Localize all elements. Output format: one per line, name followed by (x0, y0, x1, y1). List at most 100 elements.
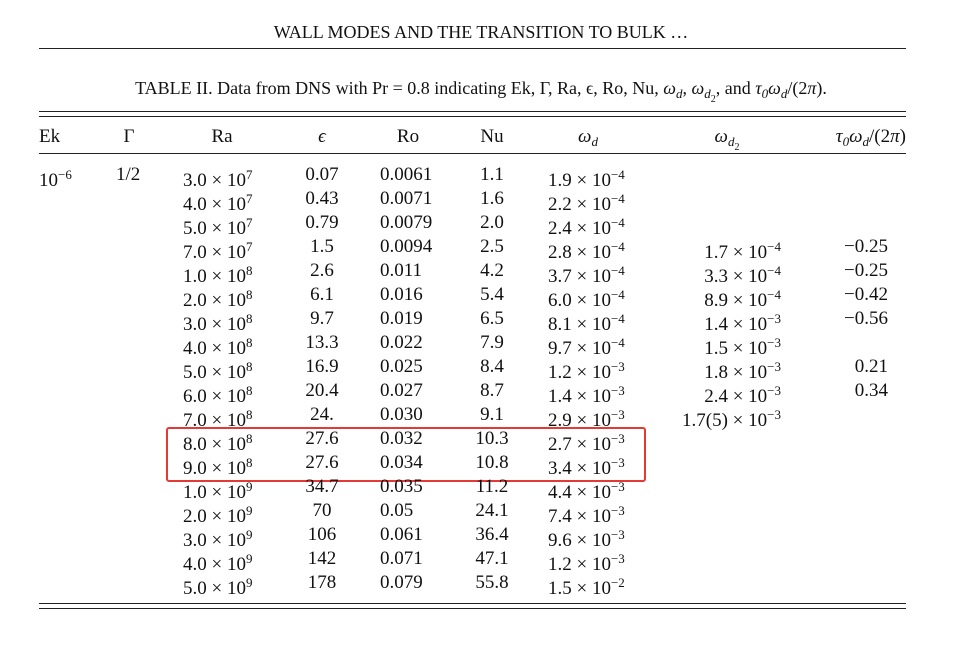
text-part: 2.0 × 10 (183, 506, 246, 527)
text-part: , and (715, 78, 756, 98)
text-part: ω (768, 78, 781, 98)
text-part: π (890, 126, 900, 147)
table-cell: 7.4 × 10−3 (548, 500, 625, 528)
text-part: 8.1 × 10 (548, 314, 611, 335)
table-cell: 1.5 × 10−3 (581, 332, 781, 360)
text-part: 9.0 × 10 (183, 458, 246, 479)
table-cell: 2.6 (310, 260, 334, 281)
text-part: 2.0 × 10 (183, 290, 246, 311)
text-part: −4 (610, 335, 625, 350)
text-part: d (727, 134, 735, 149)
text-part: 0 (842, 134, 850, 149)
text-part: 1.7(5) × 10 (682, 410, 768, 431)
text-part: 2 (710, 94, 716, 105)
table-cell: 1.2 × 10−3 (548, 548, 625, 576)
table-cell: 2.9 × 10−3 (548, 404, 625, 432)
table-cell: 36.4 (475, 524, 509, 545)
table-cell: 0.035 (380, 476, 423, 497)
text-part: −3 (610, 455, 625, 470)
table-cell: 2.0 × 108 (183, 284, 252, 312)
table-cell: 2.2 × 10−4 (548, 188, 625, 216)
rule (39, 116, 906, 117)
table-cell: 8.1 × 10−4 (548, 308, 625, 336)
column-header: ωd (488, 126, 688, 153)
text-part: ϵ (318, 126, 326, 147)
text-part: 1.9 × 10 (548, 170, 611, 191)
table-cell: 142 (307, 548, 337, 569)
table-cell: 0.011 (380, 260, 423, 281)
text-part: 9 (245, 503, 253, 518)
table-cell: 11.2 (475, 476, 509, 497)
table-cell: 9.7 (310, 308, 334, 329)
table-cell: 3.3 × 10−4 (581, 260, 781, 288)
rule (39, 608, 906, 609)
table-cell: 1/2 (116, 164, 141, 185)
table-cell: 0.0094 (380, 236, 433, 257)
table-cell: 34.7 (305, 476, 339, 497)
text-part: ω (714, 126, 728, 147)
text-part: 2.4 × 10 (704, 386, 768, 407)
text-part: /(2 (787, 78, 808, 98)
table-cell: 6.1 (310, 284, 334, 305)
text-part: 7 (245, 239, 253, 254)
table-cell: 5.4 (480, 284, 504, 305)
text-part: 2.2 × 10 (548, 194, 611, 215)
text-part: −3 (767, 311, 781, 326)
table-cell: 7.0 × 108 (183, 404, 252, 432)
text-part: −3 (610, 407, 625, 422)
text-part: 9.7 × 10 (548, 338, 611, 359)
text-part: −3 (610, 479, 625, 494)
text-part: −3 (610, 527, 625, 542)
text-part: π (807, 78, 817, 98)
text-part: 4.4 × 10 (548, 482, 611, 503)
table-cell: 0.061 (380, 524, 423, 545)
table-cell: 47.1 (475, 548, 509, 569)
text-part: 2.7 × 10 (548, 434, 611, 455)
table-cell: 8.9 × 10−4 (581, 284, 781, 312)
text-part: 8 (245, 335, 253, 350)
table-cell: 1.1 (480, 164, 504, 185)
text-part: 8 (245, 287, 253, 302)
text-part: 8 (245, 311, 253, 326)
table-cell: 7.9 (480, 332, 504, 353)
table-cell: 0.79 (305, 212, 339, 233)
table-cell: 7.0 × 107 (183, 236, 252, 264)
text-part: 9 (245, 575, 253, 590)
text-part: ). (816, 78, 827, 98)
table-cell: 3.4 × 10−3 (548, 452, 625, 480)
text-part: 10 (39, 170, 58, 191)
column-header: Ek (39, 126, 61, 147)
text-part: ω (849, 126, 863, 147)
text-part: d (704, 86, 711, 101)
text-part: 3.0 × 10 (183, 314, 246, 335)
text-part: τ (755, 78, 762, 98)
table-cell: 5.0 × 107 (183, 212, 252, 240)
text-part: −3 (767, 407, 781, 422)
table-caption: TABLE II. Data from DNS with Pr = 0.8 in… (0, 77, 962, 111)
text-part: 2.4 × 10 (548, 218, 611, 239)
text-part: τ (835, 126, 843, 147)
table-cell: 0.07 (305, 164, 339, 185)
table-cell: 27.6 (305, 452, 339, 473)
text-part: 4.0 × 10 (183, 554, 246, 575)
table-cell: 0.05 (380, 500, 414, 521)
text-part: 1.5 × 10 (704, 338, 768, 359)
text-part: 2.9 × 10 (548, 410, 611, 431)
table-cell: 10−6 (39, 164, 72, 192)
table-cell: −0.56 (844, 308, 888, 329)
text-part: 3.4 × 10 (548, 458, 611, 479)
table-cell: 6.0 × 108 (183, 380, 252, 408)
text-part: 7 (245, 167, 253, 182)
table-cell: 4.4 × 10−3 (548, 476, 625, 504)
table-cell: 1.0 × 109 (183, 476, 252, 504)
table-cell: 0.0061 (380, 164, 433, 185)
rule (39, 603, 906, 604)
text-part: 5.0 × 10 (183, 362, 246, 383)
table-cell: 2.0 (480, 212, 504, 233)
text-part: 8 (245, 383, 253, 398)
text-part: 8 (245, 407, 253, 422)
running-head: WALL MODES AND THE TRANSITION TO BULK … (273, 22, 689, 42)
table-cell: 2.4 × 10−4 (548, 212, 625, 240)
text-part: 9 (245, 551, 253, 566)
table-cell: −0.25 (844, 236, 888, 257)
